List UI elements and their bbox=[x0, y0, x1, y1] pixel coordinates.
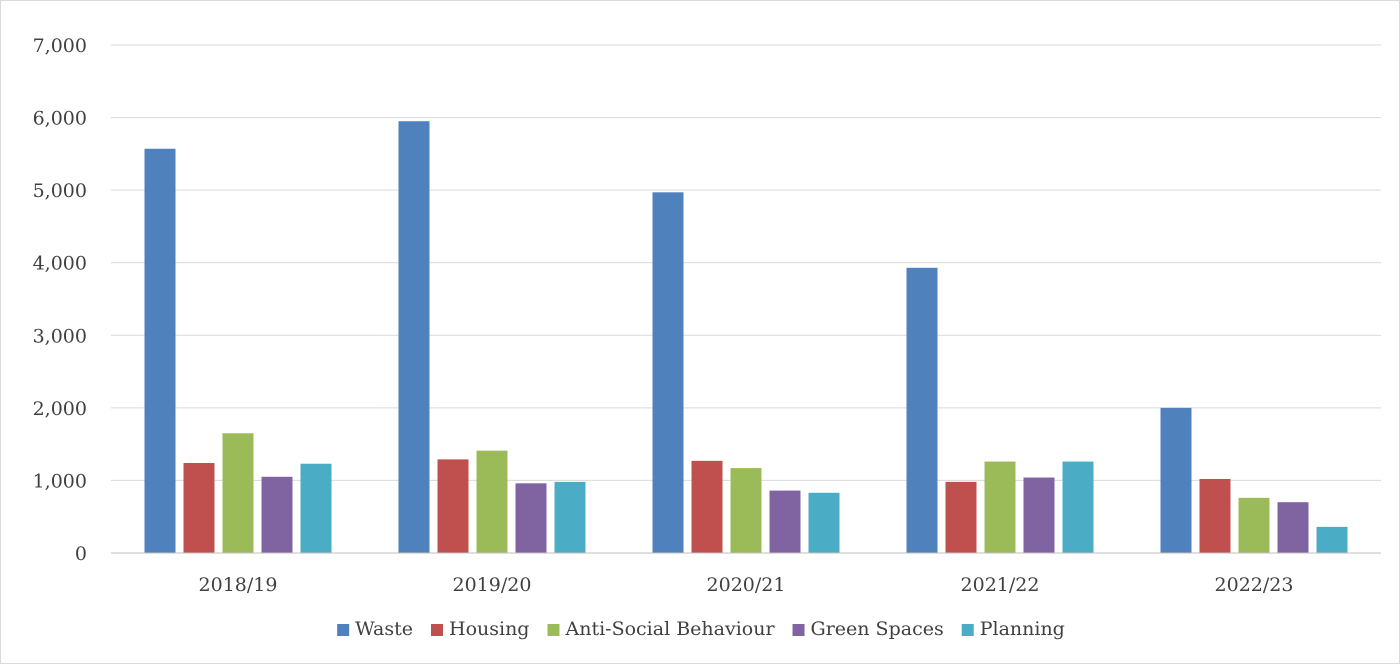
bar-green-spaces-2018-19 bbox=[261, 476, 293, 553]
legend-label: Anti-Social Behaviour bbox=[564, 618, 775, 640]
bar-housing-2022-23 bbox=[1199, 478, 1231, 553]
y-tick-label: 1,000 bbox=[33, 470, 87, 492]
bar-green-spaces-2019-20 bbox=[515, 483, 547, 553]
bar-planning-2019-20 bbox=[554, 481, 586, 553]
bar-housing-2018-19 bbox=[183, 463, 215, 553]
bar-planning-2022-23 bbox=[1316, 526, 1348, 553]
legend-swatch bbox=[792, 624, 805, 636]
y-tick-label: 7,000 bbox=[33, 35, 87, 57]
y-axis-tick-labels: 0 1,000 2,000 3,000 4,000 5,000 6,000 7,000 bbox=[33, 35, 87, 565]
legend-swatch bbox=[961, 624, 974, 636]
legend-label: Green Spaces bbox=[811, 618, 944, 640]
legend-item-waste: Waste bbox=[337, 618, 413, 640]
legend-item-housing: Housing bbox=[431, 618, 529, 640]
bar-anti-social-behaviour-2018-19 bbox=[222, 433, 254, 553]
x-tick-label: 2021/22 bbox=[961, 574, 1040, 596]
legend-label: Waste bbox=[355, 618, 413, 640]
x-tick-label: 2019/20 bbox=[453, 574, 532, 596]
bars bbox=[144, 121, 1348, 553]
legend: Waste Housing Anti-Social Behaviour Green S… bbox=[337, 618, 1065, 640]
bar-housing-2020-21 bbox=[691, 460, 723, 553]
legend-label: Planning bbox=[980, 618, 1065, 640]
bar-waste-2022-23 bbox=[1160, 407, 1192, 553]
legend-item-planning: Planning bbox=[961, 618, 1065, 640]
x-tick-label: 2018/19 bbox=[199, 574, 278, 596]
y-tick-label: 0 bbox=[75, 543, 87, 565]
bar-anti-social-behaviour-2020-21 bbox=[730, 468, 762, 553]
bar-green-spaces-2020-21 bbox=[769, 490, 801, 553]
bar-planning-2021-22 bbox=[1062, 461, 1094, 553]
legend-swatch bbox=[431, 624, 443, 636]
bar-planning-2018-19 bbox=[300, 463, 332, 553]
bar-green-spaces-2021-22 bbox=[1023, 477, 1055, 553]
x-tick-label: 2022/23 bbox=[1215, 574, 1294, 596]
legend-item-anti-social-behaviour: Anti-Social Behaviour bbox=[547, 618, 775, 640]
bar-waste-2020-21 bbox=[652, 192, 684, 553]
y-tick-label: 5,000 bbox=[33, 180, 87, 202]
legend-swatch bbox=[547, 624, 560, 636]
y-tick-label: 3,000 bbox=[33, 325, 87, 347]
y-tick-label: 4,000 bbox=[33, 253, 87, 275]
y-tick-label: 2,000 bbox=[33, 398, 87, 420]
x-axis-tick-labels: 2018/19 2019/20 2020/21 2021/22 2022/23 bbox=[199, 574, 1294, 596]
bar-anti-social-behaviour-2019-20 bbox=[476, 450, 508, 553]
bar-planning-2020-21 bbox=[808, 492, 840, 553]
y-tick-label: 6,000 bbox=[33, 108, 87, 130]
bar-waste-2019-20 bbox=[398, 121, 430, 553]
legend-item-green-spaces: Green Spaces bbox=[792, 618, 944, 640]
legend-label: Housing bbox=[449, 618, 529, 640]
bar-housing-2019-20 bbox=[437, 459, 469, 553]
bar-anti-social-behaviour-2022-23 bbox=[1238, 497, 1270, 553]
bar-housing-2021-22 bbox=[945, 481, 977, 553]
bar-waste-2021-22 bbox=[906, 267, 938, 553]
bar-anti-social-behaviour-2021-22 bbox=[984, 461, 1016, 553]
gridlines bbox=[111, 44, 1381, 481]
bar-waste-2018-19 bbox=[144, 148, 176, 553]
legend-swatch bbox=[337, 624, 350, 636]
x-tick-label: 2020/21 bbox=[707, 574, 786, 596]
bar-green-spaces-2022-23 bbox=[1277, 502, 1309, 553]
